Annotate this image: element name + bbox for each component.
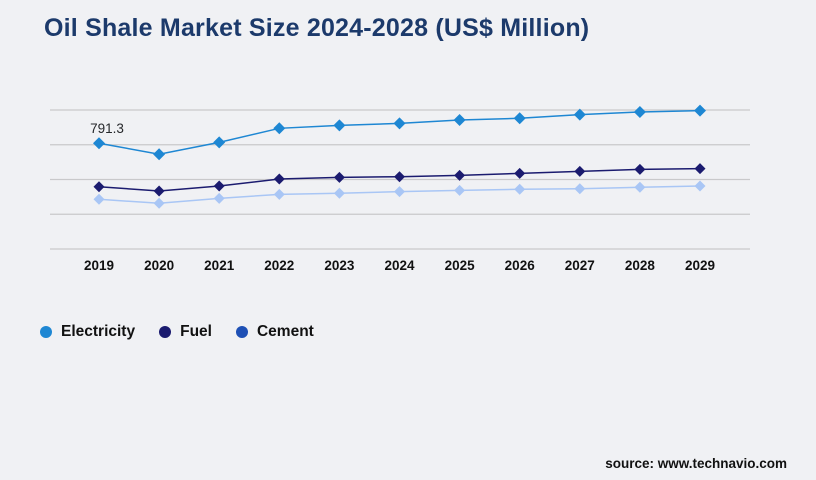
marker-electricity-2024 — [393, 117, 406, 130]
marker-electricity-2021 — [213, 136, 226, 149]
x-axis-label-2020: 2020 — [144, 258, 174, 273]
legend-item-cement: Cement — [235, 323, 314, 341]
marker-electricity-2022 — [273, 122, 286, 135]
marker-cement-2026 — [514, 183, 526, 195]
marker-electricity-2027 — [573, 108, 586, 121]
x-axis-label-2029: 2029 — [685, 258, 715, 273]
marker-fuel-2024 — [394, 171, 405, 183]
x-axis-label-2019: 2019 — [84, 258, 114, 273]
x-axis-label-2028: 2028 — [625, 258, 656, 273]
marker-electricity-2028 — [633, 106, 646, 119]
legend-label-electricity: Electricity — [61, 323, 136, 340]
marker-cement-2024 — [394, 186, 405, 198]
x-axis-label-2026: 2026 — [505, 258, 536, 273]
marker-electricity-2026 — [513, 112, 526, 125]
x-axis-label-2025: 2025 — [445, 258, 476, 273]
marker-fuel-2022 — [273, 173, 285, 185]
marker-fuel-2028 — [634, 163, 646, 175]
fuel-legend-dot-icon — [159, 326, 172, 338]
marker-fuel-2026 — [514, 167, 526, 179]
legend-item-fuel: Fuel — [159, 323, 212, 341]
marker-electricity-2023 — [333, 119, 346, 132]
marker-fuel-2029 — [694, 163, 706, 175]
marker-fuel-2019 — [93, 181, 105, 193]
series-line-electricity — [98, 109, 701, 156]
x-axis-label-2024: 2024 — [384, 258, 415, 273]
marker-fuel-2020 — [153, 185, 165, 197]
marker-cement-2022 — [273, 188, 285, 200]
marker-cement-2027 — [574, 183, 586, 195]
marker-fuel-2025 — [454, 169, 466, 181]
marker-electricity-2019 — [93, 137, 105, 150]
marker-electricity-2025 — [453, 114, 466, 127]
line-chart: 2019 2020 2021 2022 2023 2024 2025 2026 2027 2028… — [50, 104, 750, 273]
marker-electricity-2029 — [694, 104, 706, 117]
marker-cement-2019 — [93, 193, 105, 205]
marker-cement-2021 — [213, 192, 225, 204]
electricity-legend-dot-icon — [40, 326, 52, 338]
marker-fuel-2021 — [213, 180, 225, 192]
marker-cement-2023 — [333, 187, 345, 199]
source-attribution: source: www.technavio.com — [605, 456, 787, 471]
x-axis-label-2023: 2023 — [324, 258, 355, 273]
data-label-791.3: 791.3 — [90, 121, 124, 136]
legend-label-cement: Cement — [256, 323, 314, 340]
marker-cement-2029 — [694, 180, 706, 192]
marker-cement-2025 — [454, 184, 466, 196]
legend-item-electricity: Electricity — [40, 323, 135, 341]
x-axis-label-2021: 2021 — [204, 258, 235, 273]
x-axis-label-2027: 2027 — [565, 258, 595, 273]
x-axis-label-2022: 2022 — [264, 258, 294, 273]
marker-fuel-2027 — [574, 165, 586, 177]
marker-fuel-2023 — [333, 171, 345, 183]
marker-cement-2020 — [153, 197, 165, 209]
marker-electricity-2020 — [153, 148, 166, 161]
chart-legend: Electricity Fuel Cement — [40, 323, 314, 341]
marker-cement-2028 — [634, 181, 646, 193]
cement-legend-dot-icon — [235, 326, 248, 338]
chart-title: Oil Shale Market Size 2024-2028 (US$ Mil… — [44, 14, 590, 42]
legend-label-fuel: Fuel — [180, 323, 212, 340]
